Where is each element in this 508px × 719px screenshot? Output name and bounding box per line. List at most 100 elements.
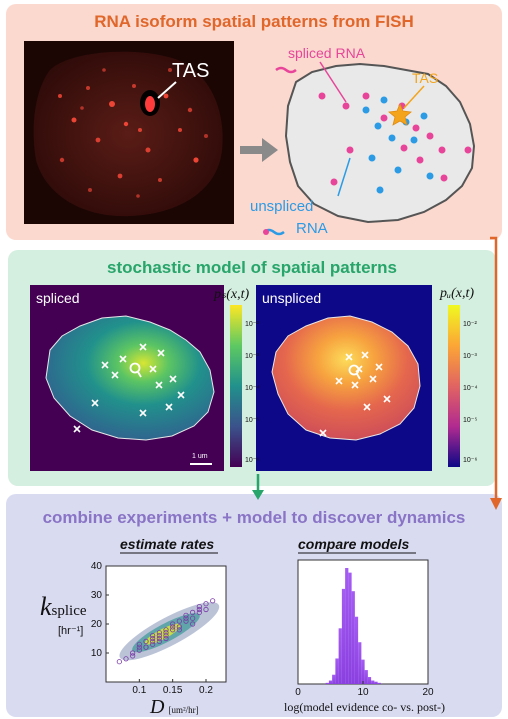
hist-x-tick-label: 20 <box>422 687 434 698</box>
tas-spot <box>145 96 155 112</box>
scatter-point <box>203 601 209 607</box>
scatter-point <box>190 615 196 621</box>
scatter-point <box>196 609 202 616</box>
y-tick-label: 10 <box>91 648 103 659</box>
fish-spots <box>58 68 208 198</box>
tas-pointer <box>157 81 177 99</box>
estimate-rates-title: estimate rates <box>120 536 215 552</box>
scatter-point <box>136 641 142 647</box>
colorbar-tick: 10⁻⁵ <box>463 417 478 424</box>
colorbar-tick: 10⁻² <box>245 321 259 328</box>
scatter-point <box>163 627 169 633</box>
compare-models-title: compare models <box>298 536 410 552</box>
colorbar-tick: 10⁻² <box>463 321 477 328</box>
scatter-point <box>150 638 156 645</box>
tas-star-icon <box>388 102 412 126</box>
histogram-bar <box>367 677 372 684</box>
x-tick-label: 0.2 <box>199 685 213 696</box>
histogram-bar <box>332 674 336 684</box>
scatter-point <box>196 606 202 613</box>
y-tick-label: 20 <box>91 619 103 630</box>
scalebar-label: 1 um <box>192 453 208 460</box>
right-arrow-icon <box>240 138 278 162</box>
x-tick-label: 0.1 <box>132 685 146 696</box>
scatter-point <box>163 635 169 642</box>
colorbar-tick: 10⁻⁴ <box>245 385 260 392</box>
histogram-bar <box>338 628 342 684</box>
colorbar-tick: 10⁻⁵ <box>245 417 260 424</box>
nucleus-region <box>33 51 223 217</box>
scatter-point <box>176 627 182 633</box>
colorbar-tick: 10⁻⁴ <box>463 385 478 392</box>
histogram-bar <box>351 591 355 684</box>
unspliced-heatmap-label: unspliced <box>262 290 322 306</box>
histogram-bar <box>348 572 352 684</box>
scatter-point <box>116 659 122 665</box>
unspliced-heatmap-nucleus <box>271 315 421 441</box>
histogram-bar <box>364 670 368 684</box>
unspliced-rna-label: RNA <box>296 220 328 237</box>
scatter-point <box>163 632 169 639</box>
scatter-point <box>156 635 162 642</box>
histogram-bar <box>335 658 339 684</box>
scatter-point <box>150 632 156 639</box>
histogram-bar <box>345 568 349 684</box>
y-axis-subscript: splice <box>51 603 87 619</box>
colorbar-tick: 10⁻⁶ <box>245 457 260 464</box>
unspliced-colorbar-label: pᵤ(x,t) <box>440 286 475 301</box>
spliced-rna-dots <box>318 92 472 186</box>
orange-connector <box>490 236 498 500</box>
scatter-point <box>143 644 149 650</box>
histogram-plot: 0 10 20 <box>295 559 434 698</box>
unspliced-squiggle-head <box>263 229 269 235</box>
scatter-point <box>150 635 156 642</box>
tas-right-pointer <box>403 85 425 109</box>
scatter-point <box>170 624 176 630</box>
hist-x-tick-label: 0 <box>295 687 301 698</box>
scatter-point <box>130 653 136 659</box>
scatter-plot: 0.1 0.15 0.2 10 20 30 40 <box>91 561 227 696</box>
hist-x-tick-label: 10 <box>357 687 369 698</box>
unspliced-tas-tail <box>356 373 361 380</box>
histogram-bar <box>325 682 329 684</box>
scatter-point <box>170 621 176 627</box>
spliced-tas-marker <box>129 362 141 374</box>
spliced-rna-squiggle-icon <box>275 66 297 74</box>
scatter-point <box>203 606 209 613</box>
scatter-point <box>136 644 142 650</box>
scatter-point <box>176 618 182 624</box>
unspliced-pointer <box>337 157 351 197</box>
x-axis-unit: [um²/hr] <box>168 705 199 715</box>
y-axis-symbol: k <box>40 592 52 621</box>
histogram-bar <box>358 642 362 684</box>
scatter-point <box>196 603 202 610</box>
histogram-x-label: log(model evidence co- vs. post-) <box>284 700 445 714</box>
y-tick-label: 30 <box>91 590 103 601</box>
histogram-bar <box>328 680 333 684</box>
scatter-point <box>156 632 162 639</box>
unspliced-tas-marker <box>348 364 360 376</box>
histogram-bar <box>361 659 365 684</box>
spliced-model-points <box>73 343 185 433</box>
histogram-bar <box>377 682 381 684</box>
scatter-point <box>143 638 149 645</box>
y-axis-unit: [hr⁻¹] <box>58 625 84 637</box>
spliced-tas-tail <box>137 371 142 378</box>
y-tick-label: 40 <box>91 561 103 572</box>
tas-right-label: TAS <box>412 70 439 86</box>
histogram-bar <box>354 616 359 684</box>
scatter-point <box>130 650 136 656</box>
spliced-heatmap-label: spliced <box>36 290 80 306</box>
scatter-point <box>163 630 169 636</box>
scatter-point <box>150 641 156 647</box>
colorbar-tick: 10⁻³ <box>245 353 259 360</box>
scatter-point <box>190 609 196 616</box>
scatter-point <box>183 615 189 621</box>
scatter-point <box>170 627 176 633</box>
scatter-point <box>156 638 162 645</box>
scatter-point <box>190 621 196 627</box>
scatter-point <box>156 630 162 636</box>
scatter-point <box>123 656 129 662</box>
histogram-bar <box>371 680 375 684</box>
